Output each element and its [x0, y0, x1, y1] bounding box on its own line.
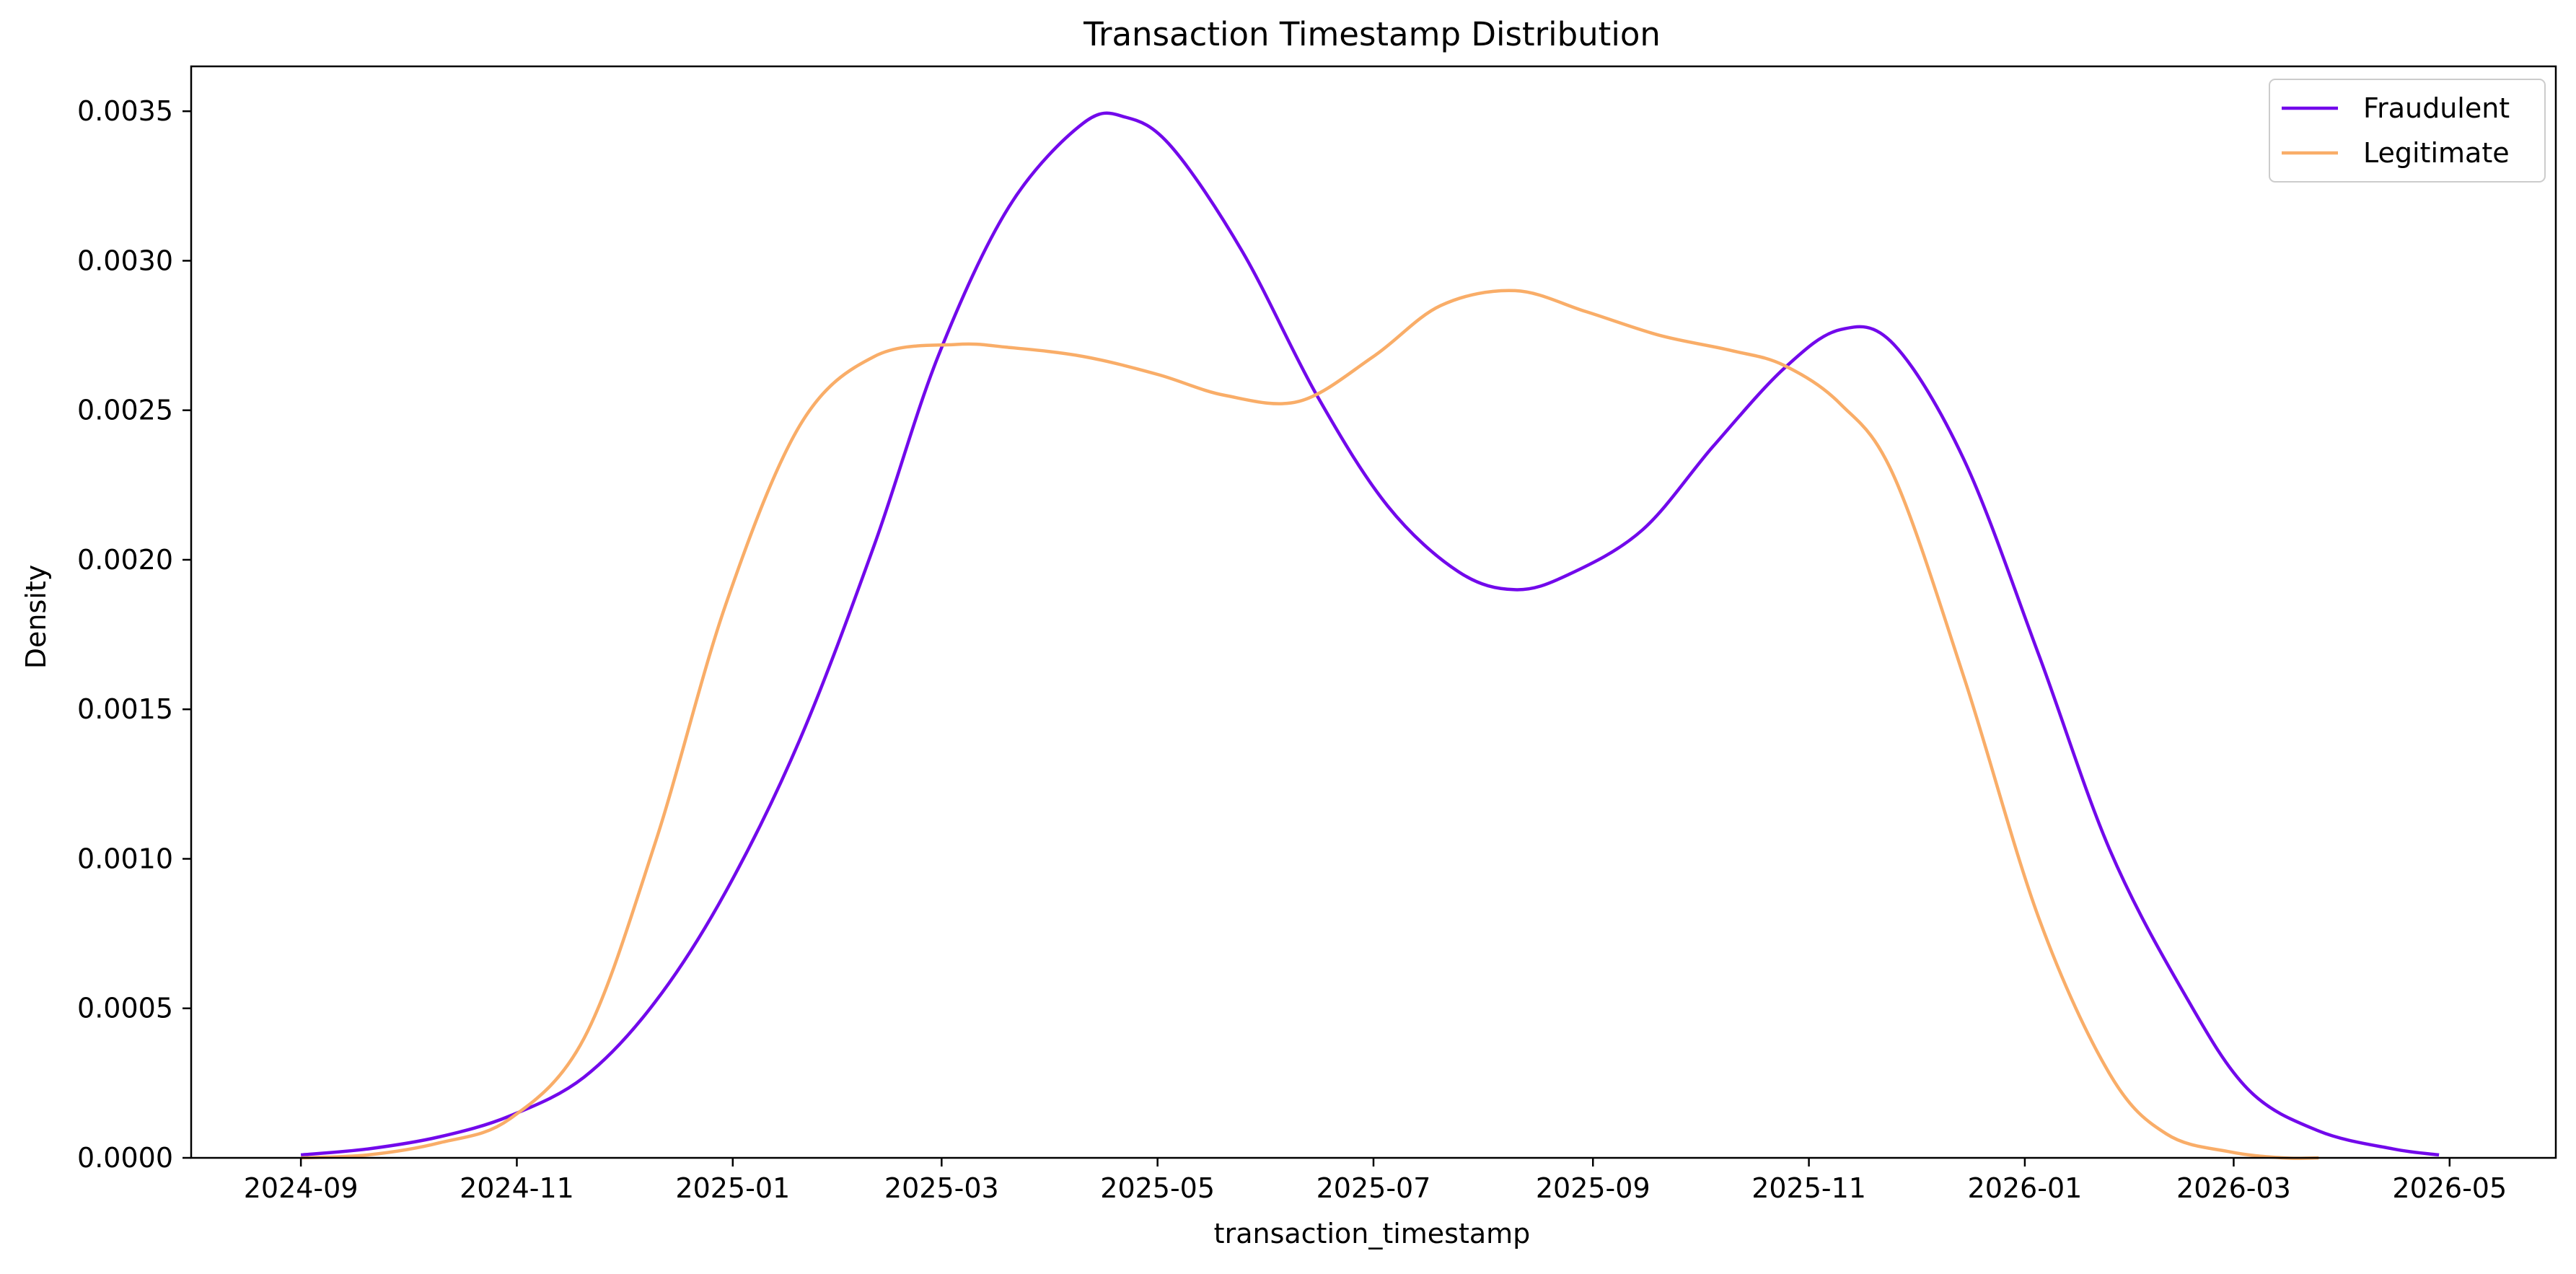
x-tick-label: 2025-03 [884, 1172, 999, 1204]
x-tick-label: 2025-05 [1100, 1172, 1215, 1204]
plot-area [300, 111, 2440, 1160]
y-tick-label: 0.0005 [77, 993, 173, 1024]
y-tick-label: 0.0035 [77, 95, 173, 127]
y-tick-label: 0.0030 [77, 245, 173, 276]
legend-box [2269, 79, 2546, 183]
x-tick-label: 2025-11 [1751, 1172, 1866, 1204]
y-tick-label: 0.0020 [77, 544, 173, 576]
x-tick-label: 2025-01 [675, 1172, 790, 1204]
series-line-legitimate [300, 289, 2319, 1160]
x-tick-label: 2026-01 [1968, 1172, 2083, 1204]
x-tick-label: 2026-05 [2392, 1172, 2507, 1204]
y-tick-label: 0.0010 [77, 843, 173, 874]
x-tick-label: 2024-11 [460, 1172, 574, 1204]
series-line-fraudulent [300, 111, 2440, 1157]
x-tick-label: 2025-07 [1316, 1172, 1431, 1204]
chart-title: Transaction Timestamp Distribution [1083, 15, 1661, 53]
x-tick-label: 2026-03 [2176, 1172, 2291, 1204]
x-axis-label: transaction_timestamp [1214, 1218, 1531, 1249]
axis-ticks: 2024-09 2024-11 2025-01 2025-03 2025-05 2025-… [77, 95, 2507, 1204]
y-tick-label: 0.0025 [77, 395, 173, 426]
legend-label: Legitimate [2363, 137, 2510, 169]
y-axis-label: Density [20, 565, 52, 669]
x-tick-label: 2025-09 [1536, 1172, 1650, 1204]
x-tick-label: 2024-09 [244, 1172, 359, 1204]
y-tick-label: 0.0000 [77, 1142, 173, 1174]
y-tick-label: 0.0015 [77, 693, 173, 725]
legend-label: Fraudulent [2363, 92, 2510, 124]
legend: Fraudulent Legitimate [2269, 79, 2546, 183]
